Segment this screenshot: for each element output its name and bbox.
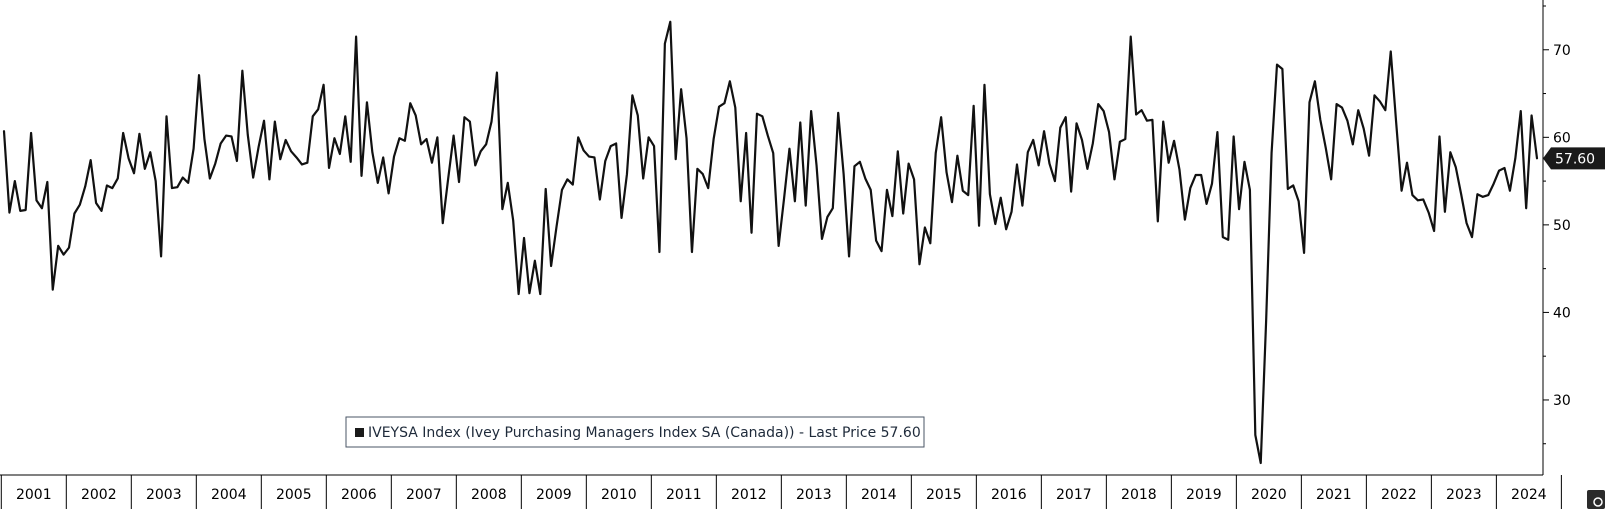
x-axis: 2001 2002 2003 2004 2005 2006 2007 2008 2009 2010… xyxy=(0,474,1562,509)
x-tick-label: 2003 xyxy=(146,487,182,503)
legend-label: IVEYSA Index (Ivey Purchasing Managers I… xyxy=(368,425,921,441)
legend: IVEYSA Index (Ivey Purchasing Managers I… xyxy=(345,416,925,448)
x-tick-label: 2022 xyxy=(1381,487,1417,503)
y-tick-label: 70 xyxy=(1553,43,1571,59)
x-tick-label: 2004 xyxy=(211,487,247,503)
last-price-badge-bg xyxy=(1543,147,1605,170)
x-tick-label: 2017 xyxy=(1056,487,1092,503)
y-tick-label: 60 xyxy=(1553,130,1571,146)
x-tick-label: 2002 xyxy=(81,487,117,503)
x-tick-label: 2014 xyxy=(861,487,897,503)
corner-menu-button[interactable] xyxy=(1587,490,1605,509)
y-tick-label: 30 xyxy=(1553,393,1571,409)
x-tick-label: 2001 xyxy=(16,487,52,503)
y-axis: 70 60 50 40 30 xyxy=(1542,0,1571,475)
x-tick-label: 2009 xyxy=(536,487,572,503)
corner-button-icon xyxy=(1593,497,1603,507)
x-tick-label: 2015 xyxy=(926,487,962,503)
corner-button-bg xyxy=(1587,490,1605,509)
y-tick-label: 50 xyxy=(1553,218,1571,234)
last-price-label: 57.60 xyxy=(1555,151,1595,167)
x-tick-label: 2012 xyxy=(731,487,767,503)
x-tick-label: 2018 xyxy=(1121,487,1157,503)
x-tick-label: 2019 xyxy=(1186,487,1222,503)
x-tick-label: 2020 xyxy=(1251,487,1287,503)
x-tick-label: 2010 xyxy=(601,487,637,503)
x-tick-label: 2016 xyxy=(991,487,1027,503)
x-tick-label: 2007 xyxy=(406,487,442,503)
x-tick-label: 2013 xyxy=(796,487,832,503)
series-line-iveysa xyxy=(2,20,1539,465)
y-tick-label: 40 xyxy=(1553,305,1571,321)
x-tick-label: 2008 xyxy=(471,487,507,503)
x-tick-label: 2006 xyxy=(341,487,377,503)
legend-swatch xyxy=(355,428,364,437)
x-tick-label: 2005 xyxy=(276,487,312,503)
x-tick-label: 2011 xyxy=(666,487,702,503)
x-tick-label: 2024 xyxy=(1511,487,1547,503)
legend-box xyxy=(345,416,925,448)
x-tick-label: 2023 xyxy=(1446,487,1482,503)
last-price-badge: 57.60 xyxy=(1543,147,1605,170)
x-tick-label: 2021 xyxy=(1316,487,1352,503)
